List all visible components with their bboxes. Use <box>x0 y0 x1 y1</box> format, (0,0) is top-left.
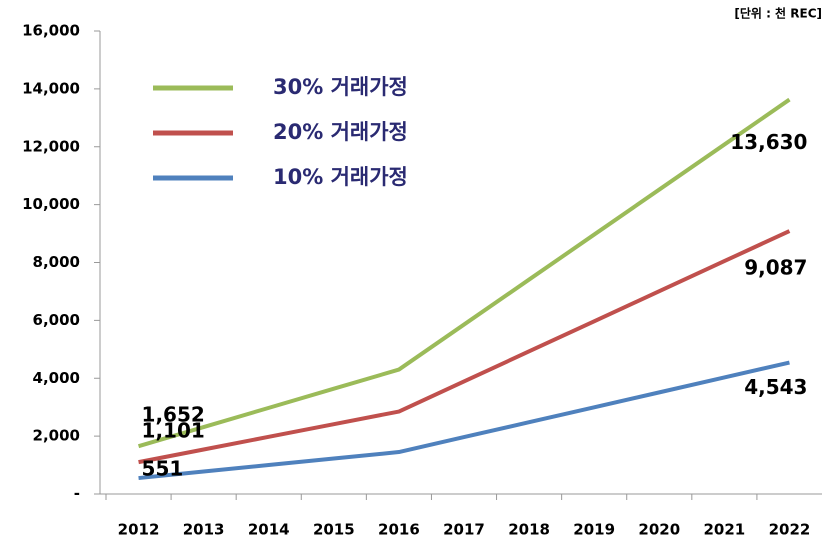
x-tick-label: 2020 <box>638 521 680 539</box>
x-tick-label: 2013 <box>183 521 225 539</box>
x-tick-label: 2018 <box>508 521 550 539</box>
y-tick-label: 4,000 <box>33 369 80 387</box>
line-series <box>138 360 790 481</box>
x-tick-label: 2019 <box>573 521 615 539</box>
data-label: 1,652 <box>142 403 205 427</box>
y-tick-label: 14,000 <box>22 79 80 97</box>
y-tick-label: 16,000 <box>22 22 80 40</box>
x-tick-label: 2022 <box>769 521 811 539</box>
x-tick-label: 2015 <box>313 521 355 539</box>
x-tick-label: 2012 <box>118 521 160 539</box>
data-label: 4,543 <box>744 375 807 399</box>
legend-label: 10% 거래가정 <box>273 165 408 189</box>
x-tick-label: 2016 <box>378 521 420 539</box>
data-label: 1,101 <box>142 419 205 443</box>
unit-note: [단위 : 천 REC] <box>734 6 822 21</box>
y-tick-label: 12,000 <box>22 137 80 155</box>
x-tick-label: 2014 <box>248 521 290 539</box>
x-tick-label: 2021 <box>703 521 745 539</box>
y-tick-label: 6,000 <box>33 311 80 329</box>
data-label: 9,087 <box>744 256 807 280</box>
legend-label: 20% 거래가정 <box>273 120 408 144</box>
legend-label: 30% 거래가정 <box>273 75 408 99</box>
y-tick-label: 10,000 <box>22 195 80 213</box>
line-series <box>138 229 791 465</box>
data-label: 551 <box>142 457 184 481</box>
x-tick-label: 2017 <box>443 521 485 539</box>
y-tick-label: - <box>74 485 80 503</box>
y-tick-label: 8,000 <box>33 253 80 271</box>
line-series <box>137 97 791 449</box>
y-tick-label: 2,000 <box>33 427 80 445</box>
data-label: 13,630 <box>730 130 807 154</box>
